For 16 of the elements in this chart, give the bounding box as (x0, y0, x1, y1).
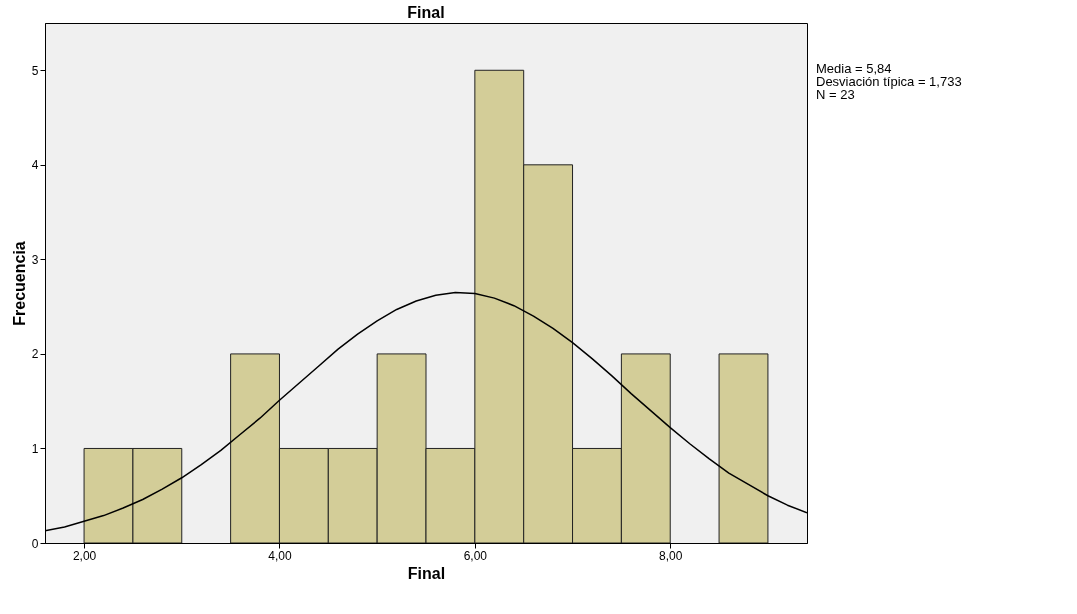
y-axis-title: Frecuencia (10, 241, 28, 326)
y-tick-label: 4 (31, 158, 39, 173)
text: Desviación típica = 1,733 (816, 74, 962, 89)
x-tick-label: 8,00 (659, 548, 683, 563)
x-tick-label: 2,00 (72, 548, 97, 563)
text: N = 23 (816, 87, 856, 102)
text: Media = 5,84 (816, 61, 893, 76)
y-tick-label: 0 (31, 536, 39, 551)
x-tick-label: 6,00 (463, 548, 488, 563)
x-axis-title: Final (407, 564, 446, 582)
y-tick-label: 3 (31, 252, 39, 267)
chart-title: Final (407, 4, 445, 21)
y-tick-label: 2 (31, 347, 39, 362)
y-tick-label: 5 (31, 63, 39, 78)
y-tick-label: 1 (31, 441, 39, 456)
x-tick-label: 4,00 (268, 548, 292, 563)
